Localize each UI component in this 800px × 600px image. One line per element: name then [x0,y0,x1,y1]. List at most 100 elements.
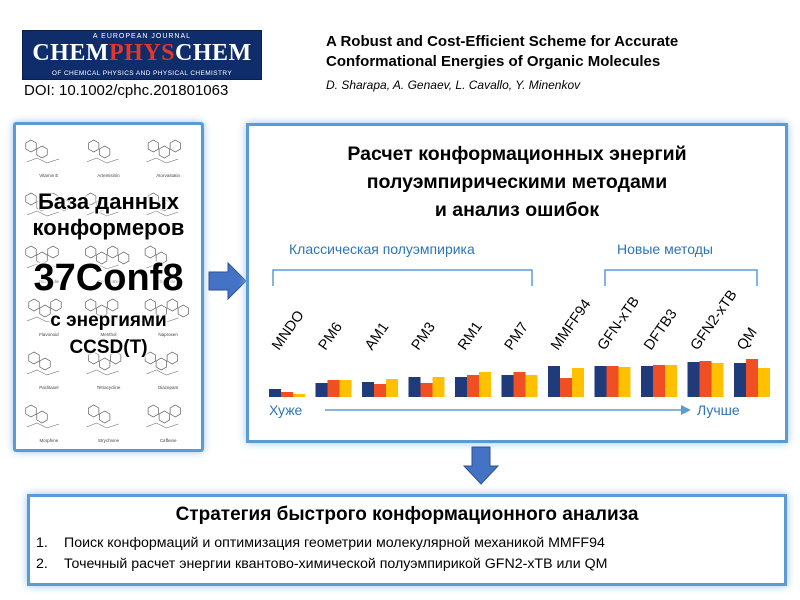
molecule-label: Paclitaxel [39,385,58,390]
bar-pm6-s3 [339,380,352,397]
strategy-title: Стратегия быстрого конформационного анал… [175,504,639,525]
category-label-dftb3: DFTB3 [641,307,680,354]
molecule-label: Epothilone [98,279,120,284]
category-label-gfn-xtb: GFN-xTB [595,294,643,353]
molecule-label: Artemisinin [97,173,120,178]
molecule-label: Flavonoid [39,332,59,337]
category-label-am1: AM1 [362,320,392,354]
bar-dftb3-s3 [665,365,677,397]
bar-rm1-s2 [467,375,479,397]
group-label-new: Новые методы [617,241,713,257]
doi-link[interactable]: DOI: 10.1002/cphc.201801063 [24,82,229,99]
database-caption: База данных конформеров [32,189,185,240]
axis-label-worse: Хуже [269,402,303,418]
molecule-label: Tetracycline [97,385,121,390]
bar-gfn2-xtb-s1 [687,362,700,397]
molecule-label: Capsaicin [99,226,119,231]
bar-mndo-s2 [281,392,293,397]
bar-pm7-s2 [513,372,526,397]
bar-am1-s1 [362,382,374,397]
bar-gfn-xtb-s2 [606,366,619,397]
bar-mmff94-s2 [560,378,572,397]
bar-mmff94-s3 [572,368,584,397]
database-name: 37Conf8 [33,257,184,299]
bar-am1-s2 [374,384,386,397]
molecule-structure: Epothilone [85,245,130,284]
chart-title: Расчет конформационных энергий полуэмпир… [347,143,687,221]
molecule-structure: Flavonoid [26,298,62,337]
bar-pm3-s2 [420,383,433,397]
quality-axis-arrowhead [681,405,691,415]
molecule-label: Aripiprazole [37,226,61,231]
arrow-right-icon [208,262,247,300]
molecule-label: Ibuprofen [159,279,179,284]
axis-label-better: Лучше [697,402,740,418]
molecule-label: Glucoside [39,279,60,284]
bar-dftb3-s1 [641,366,653,397]
journal-logo-name: CHEMPHYSCHEM [32,40,252,66]
molecule-label: Menthol [100,332,116,337]
molecule-label: Caffeine [160,438,177,443]
molecule-structure: Tetracycline [86,351,122,390]
molecule-structure: Aripiprazole [25,192,70,231]
molecule-structures-image: Vitamin E Artemisinin Atorvastatin Aripipra… [25,139,189,443]
bar-gfn-xtb-s3 [618,367,631,397]
bar-pm3-s1 [408,377,421,397]
bar-pm3-s3 [432,377,445,397]
molecule-structure: Atorvastatin [146,139,181,178]
bar-qm-s1 [734,363,746,397]
molecule-structure: Cocaine [146,192,179,231]
category-label-pm6: PM6 [316,320,346,354]
bar-mmff94-s1 [548,366,560,397]
bar-gfn-xtb-s1 [594,366,607,397]
strategy-step-2: 2. Точечный расчет энергии квантово-химич… [36,556,608,572]
molecule-structure: Glucoside [25,245,60,284]
bar-pm6-s2 [327,380,340,397]
bar-gfn2-xtb-s3 [711,363,724,397]
bar-pm7-s1 [501,375,514,397]
category-label-mndo: MNDO [269,308,308,353]
molecule-label: Cocaine [160,226,177,231]
journal-logo-top: A EUROPEAN JOURNAL [92,33,192,40]
bar-dftb3-s2 [653,365,665,397]
conformer-database-panel: Vitamin E Artemisinin Atorvastatin Aripipra… [13,122,204,452]
molecule-structure: Menthol [85,298,119,337]
bar-qm-s2 [746,359,758,397]
bar-rm1-s1 [455,377,467,397]
paper-title: A Robust and Cost-Efficient Scheme for A… [326,33,679,70]
paper-authors: D. Sharapa, A. Genaev, L. Cavallo, Y. Mi… [326,78,581,92]
molecule-structure: Ibuprofen [144,245,179,284]
strategy-list: 1. Поиск конформаций и оптимизация геомет… [36,533,778,575]
category-label-rm1: RM1 [455,319,486,353]
molecule-structure: Strychnine [86,404,120,443]
bracket-classic [272,269,533,286]
molecule-label: Diazepam [158,385,179,390]
methods-bar-chart: Классическая полуэмпирика Новые методы MND… [269,241,770,418]
bar-pm6-s1 [315,383,328,397]
group-label-classic: Классическая полуэмпирика [289,241,475,257]
category-label-mmff94: MMFF94 [548,297,594,354]
molecule-structure: Diazepam [144,351,179,390]
journal-logo-bottom: OF CHEMICAL PHYSICS AND PHYSICAL CHEMIST… [51,70,233,77]
strategy-step-1: 1. Поиск конформаций и оптимизация геомет… [36,535,605,551]
semiempirical-methods-panel: Расчет конформационных энергий полуэмпир… [246,123,788,443]
category-label-qm: QM [734,325,761,353]
bar-gfn2-xtb-s2 [699,361,712,397]
molecule-structure: Morphine [25,404,60,443]
molecule-structure: Capsaicin [85,192,119,231]
molecule-label: Strychnine [98,438,120,443]
bar-pm7-s3 [525,375,538,397]
molecule-structure: Vitamin E [25,139,60,178]
journal-logo: A EUROPEAN JOURNAL CHEMPHYSCHEM OF CHEMI… [22,30,262,80]
strategy-panel: Стратегия быстрого конформационного анал… [27,494,787,586]
category-label-pm7: PM7 [502,320,532,354]
bracket-new [604,269,758,286]
bar-am1-s3 [386,379,398,397]
molecule-structure: Caffeine [146,404,181,443]
arrow-down-icon [463,446,499,485]
category-label-gfn2-xtb: GFN2-xTB [688,287,741,353]
molecule-label: Vitamin E [39,173,58,178]
molecule-structure: Naproxen [144,298,189,337]
bar-rm1-s3 [479,372,491,397]
molecule-label: Naproxen [158,332,178,337]
